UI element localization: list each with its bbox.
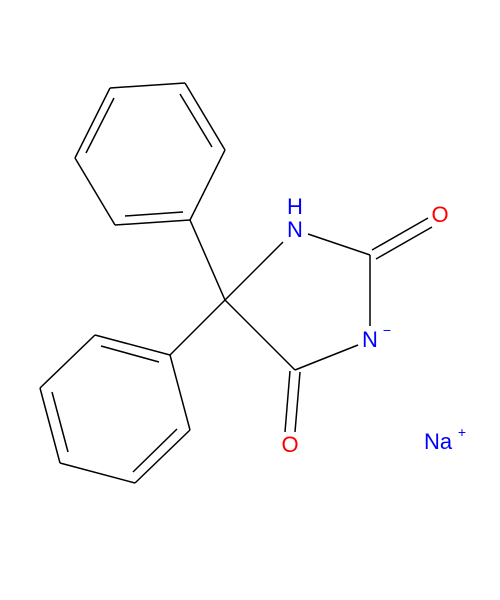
atom-Na: Na	[422, 431, 454, 453]
atom-O-top: O	[429, 204, 450, 226]
molecule-canvas: H N N − O O Na +	[0, 0, 500, 600]
atom-N-top: N	[285, 219, 305, 241]
atom-O-bottom: O	[279, 434, 300, 456]
atom-H-top: H	[285, 196, 305, 218]
bonds-svg	[0, 0, 500, 600]
charge-N-minus: −	[383, 323, 391, 337]
atom-N-bottom: N	[360, 329, 380, 351]
charge-Na-plus: +	[458, 425, 466, 439]
